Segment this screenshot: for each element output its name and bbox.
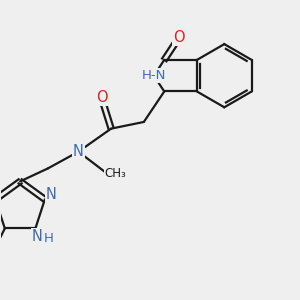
Text: H: H (44, 232, 54, 245)
Text: CH₃: CH₃ (105, 167, 127, 181)
Text: N: N (73, 144, 84, 159)
Text: H-N: H-N (142, 69, 166, 82)
Text: O: O (96, 90, 108, 105)
Text: N: N (46, 188, 57, 202)
Text: O: O (173, 30, 185, 45)
Text: N: N (32, 229, 43, 244)
